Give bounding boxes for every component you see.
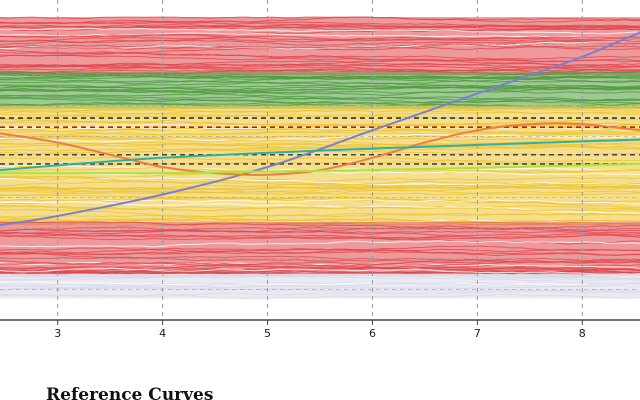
band-trace (0, 199, 640, 205)
band-trace (0, 34, 640, 41)
band-trace (0, 145, 640, 156)
band-trace (0, 136, 640, 142)
band-trace (0, 49, 640, 63)
band-trace (0, 226, 640, 237)
band-trace (0, 231, 640, 240)
band-trace (0, 134, 640, 146)
band-trace (0, 216, 640, 225)
band-trace (0, 280, 640, 287)
band-trace (0, 240, 640, 248)
band-trace (0, 61, 640, 68)
band-trace (0, 78, 640, 88)
band-trace (0, 170, 640, 176)
band-trace (0, 94, 640, 104)
x-tick-label: 3 (54, 327, 61, 340)
band-trace (0, 260, 640, 268)
trace-band (0, 221, 640, 275)
band-trace (0, 24, 640, 31)
band-trace (0, 245, 640, 256)
band-trace (0, 247, 640, 255)
band-trace (0, 247, 640, 257)
band-trace (0, 224, 640, 236)
series-line (0, 162, 640, 175)
reference-line-layer (0, 117, 640, 165)
band-trace (0, 90, 640, 97)
band-trace (0, 89, 640, 102)
band-trace (0, 196, 640, 205)
x-tick-label: 6 (369, 327, 376, 340)
band-trace (0, 273, 640, 282)
band-trace (0, 75, 640, 85)
band-trace (0, 64, 640, 72)
band-trace (0, 259, 640, 270)
x-axis: 3 4 5 6 7 8 (0, 319, 640, 340)
band-trace (0, 39, 640, 47)
band-trace (0, 293, 640, 300)
band-trace (0, 139, 640, 147)
series-line (0, 31, 640, 227)
band-trace (0, 79, 640, 89)
band-trace (0, 156, 640, 163)
band-trace (0, 233, 640, 240)
band-trace (0, 205, 640, 212)
band-trace (0, 32, 640, 39)
band-trace (0, 283, 640, 291)
band-trace (0, 54, 640, 66)
grid-layer (0, 0, 640, 320)
x-tick-label: 4 (159, 327, 166, 340)
section-heading: Reference Curves (46, 385, 213, 400)
band-trace (0, 36, 640, 43)
band-trace (0, 180, 640, 188)
band-trace (0, 74, 640, 80)
band-trace (0, 267, 640, 275)
band-trace (0, 19, 640, 29)
x-tick-label: 7 (474, 327, 481, 340)
band-trace (0, 84, 640, 93)
band-trace (0, 221, 640, 232)
band-trace (0, 130, 640, 136)
band-trace (0, 24, 640, 31)
x-tick-label: 5 (264, 327, 271, 340)
band-trace (0, 180, 640, 191)
band-trace (0, 16, 640, 25)
trace-band (0, 273, 640, 300)
band-trace (0, 100, 640, 106)
trace-band (0, 71, 640, 109)
band-trace (0, 212, 640, 218)
trace-band (0, 105, 640, 226)
trace-band (0, 16, 640, 76)
band-trace (0, 284, 640, 290)
band-trace (0, 113, 640, 122)
band-trace (0, 218, 640, 223)
band-trace (0, 260, 640, 271)
band-trace (0, 36, 640, 45)
band-trace (0, 110, 640, 117)
band-trace (0, 27, 640, 35)
band-trace (0, 286, 640, 292)
band-trace (0, 46, 640, 55)
series-line (0, 138, 640, 172)
band-trace (0, 281, 640, 286)
band-trace (0, 133, 640, 143)
band-trace (0, 52, 640, 60)
band-trace (0, 184, 640, 197)
band-trace (0, 118, 640, 127)
band-trace (0, 252, 640, 262)
band-trace (0, 43, 640, 50)
band-trace (0, 227, 640, 234)
band-trace (0, 189, 640, 196)
x-tick-label: 8 (579, 327, 586, 340)
series-layer (0, 31, 640, 227)
band-layer (0, 16, 640, 300)
band-trace (0, 177, 640, 186)
band-trace (0, 287, 640, 294)
band-trace (0, 16, 640, 21)
